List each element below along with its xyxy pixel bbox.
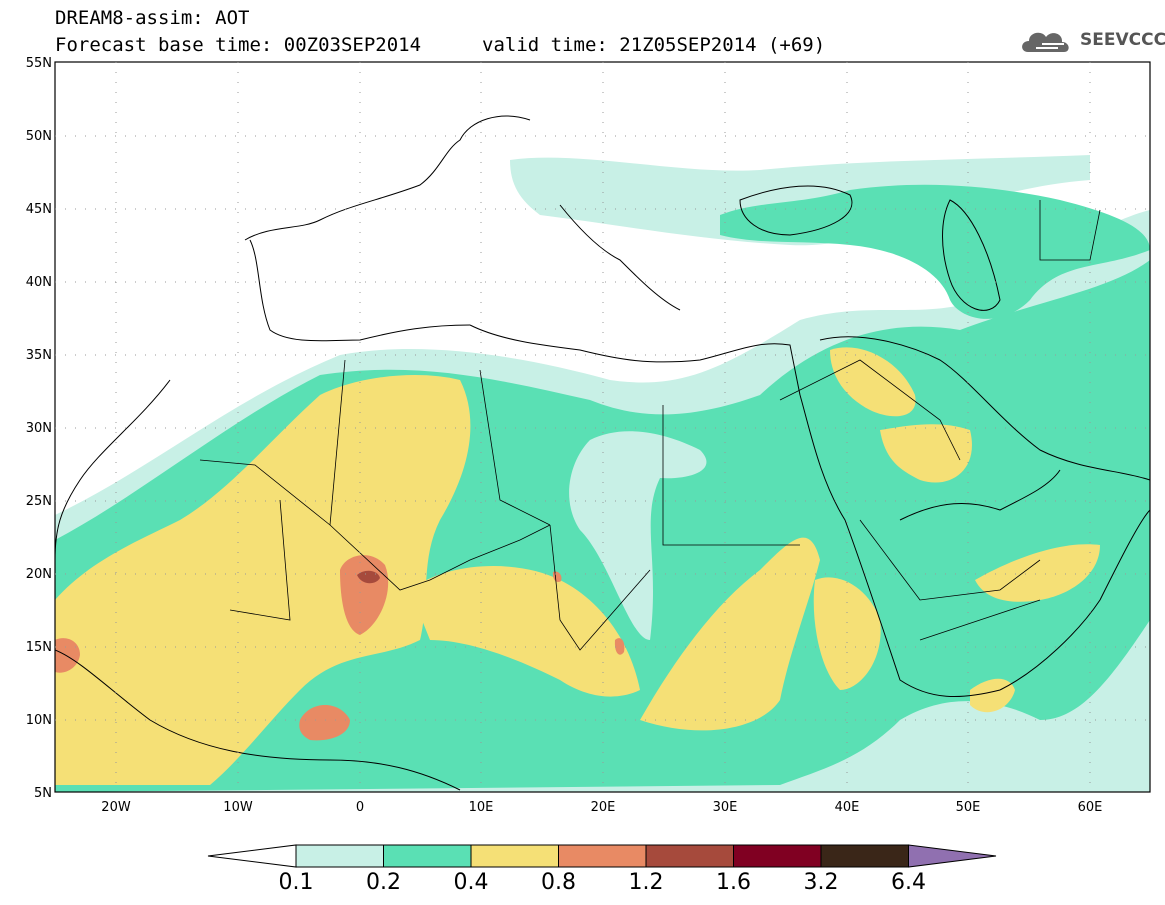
lon-label: 10W	[223, 800, 253, 815]
colorbar-label: 6.4	[891, 870, 926, 895]
aot-band-0.1-black-sea	[510, 155, 1090, 246]
aot-band-0.8-coast	[55, 638, 80, 673]
colorbar-bin	[470, 844, 559, 868]
lat-label: 35N	[26, 348, 52, 363]
lon-label: 0	[356, 800, 364, 815]
lon-label: 60E	[1078, 800, 1103, 815]
aot-band-0.8-nigeria	[299, 705, 350, 741]
colorbar-label: 0.1	[278, 870, 314, 895]
colorbar-bin	[295, 844, 384, 868]
aot-band-0.8-sudan	[614, 638, 625, 655]
longitude-labels: 20W 10W 0 10E 20E 30E 40E 50E 60E	[101, 800, 1102, 815]
colorbar-label: 0.2	[366, 870, 401, 895]
lon-label: 50E	[956, 800, 981, 815]
colorbar-high-arrow	[908, 844, 997, 868]
aot-band-0.1-libya	[569, 431, 707, 640]
lat-label: 45N	[26, 202, 52, 217]
lat-label: 10N	[26, 713, 52, 728]
lat-label: 55N	[26, 56, 52, 71]
lon-label: 10E	[469, 800, 494, 815]
cloud-icon	[1022, 32, 1069, 52]
aot-band-0.4-oman	[975, 544, 1100, 602]
title-line-1: DREAM8-assim: AOT	[55, 7, 250, 29]
aot-band-0.4-ethiopia	[813, 577, 881, 690]
colorbar-bin	[733, 844, 822, 868]
lat-label: 15N	[26, 640, 52, 655]
lon-label: 30E	[713, 800, 738, 815]
logo-text: SEEVCCC	[1080, 30, 1165, 50]
colorbar-label: 1.6	[716, 870, 751, 895]
aot-band-0.4-horn	[970, 678, 1015, 713]
lon-label: 20E	[591, 800, 616, 815]
lat-label: 25N	[26, 494, 52, 509]
borders	[199, 200, 1101, 651]
latitude-labels: 55N 50N 45N 40N 35N 30N 25N 20N 15N 10N …	[26, 56, 52, 801]
colorbar-low-arrow	[207, 844, 297, 868]
lat-label: 40N	[26, 275, 52, 290]
aot-band-0.4-sahara-west	[55, 375, 471, 785]
aot-contour-fields	[55, 155, 1150, 792]
seevccc-logo: SEEVCCC	[1018, 22, 1165, 62]
aot-band-1.2-core	[357, 570, 380, 584]
lon-label: 20W	[101, 800, 131, 815]
colorbar-bin	[558, 844, 647, 868]
lon-label: 40E	[835, 800, 860, 815]
lat-label: 50N	[26, 129, 52, 144]
aot-band-0.2-caspian	[720, 184, 1150, 319]
colorbar-bin	[820, 844, 909, 868]
colorbar-label: 0.8	[541, 870, 576, 895]
valid-time: valid time: 21Z05SEP2014 (+69)	[482, 34, 826, 56]
colorbar-bin	[645, 844, 734, 868]
lat-label: 20N	[26, 567, 52, 582]
forecast-base-time: Forecast base time: 00Z03SEP2014	[55, 34, 422, 56]
colorbar-label: 3.2	[803, 870, 839, 895]
lat-label: 30N	[26, 421, 52, 436]
colorbar-label: 1.2	[628, 870, 664, 895]
lat-label: 5N	[34, 786, 52, 801]
coastlines	[55, 115, 1150, 791]
aot-band-0.4-sahel-central	[410, 566, 640, 697]
aot-band-0.4-sudan	[640, 537, 820, 731]
colorbar-bin	[383, 844, 472, 868]
colorbar-label: 0.4	[453, 870, 489, 895]
